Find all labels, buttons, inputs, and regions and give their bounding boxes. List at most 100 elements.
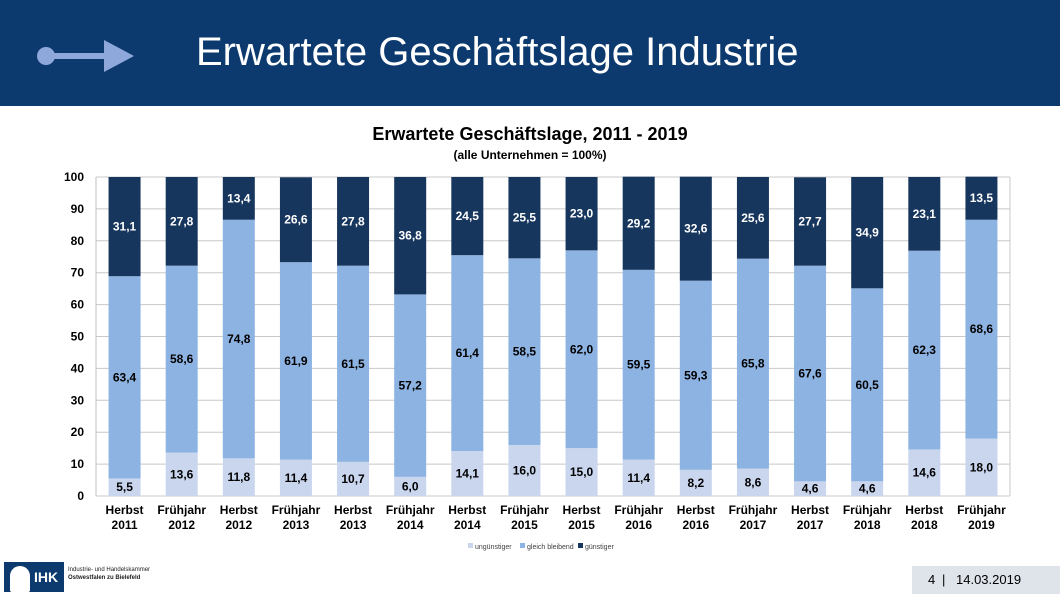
bar-segment-gunstiger (679, 176, 712, 281)
bar-segment-gleich-bleibend (736, 258, 769, 469)
data-label: 24,5 (456, 209, 480, 223)
x-tick-label: Herbst (106, 503, 144, 517)
logo-line-2: Ostwestfalen zu Bielefeld (68, 575, 141, 581)
bar-segment-ungunstiger (394, 476, 427, 496)
x-tick-label: Frühjahr (157, 503, 206, 517)
x-tick-label: Herbst (448, 503, 486, 517)
x-tick-label: 2019 (968, 518, 995, 532)
data-label: 16,0 (513, 463, 537, 477)
data-label: 62,3 (913, 343, 937, 357)
data-label: 11,4 (285, 471, 308, 485)
x-tick-label: Frühjahr (614, 503, 663, 517)
data-label: 13,5 (970, 191, 994, 205)
data-label: 25,6 (741, 211, 765, 225)
bar-segment-ungunstiger (279, 459, 312, 496)
data-label: 36,8 (399, 229, 423, 243)
bar-segment-gunstiger (565, 177, 598, 251)
y-tick-label: 30 (71, 393, 85, 407)
y-tick-label: 90 (71, 202, 85, 216)
x-tick-label: 2015 (568, 518, 595, 532)
bar-segment-ungunstiger (222, 458, 255, 496)
legend-label: gleich bleibend (527, 544, 574, 551)
x-tick-label: 2014 (397, 518, 424, 532)
bar-segment-gunstiger (736, 177, 769, 259)
logo-line-1: Industrie- und Handelskammer (68, 567, 151, 573)
x-tick-label: 2012 (168, 518, 195, 532)
data-label: 57,2 (399, 379, 423, 393)
footer-separator: | (942, 572, 946, 587)
bar-segment-ungunstiger (965, 438, 998, 496)
data-label: 23,1 (913, 207, 937, 221)
page-footer: 4 | 14.03.2019 (912, 566, 1060, 594)
logo-badge: IHK (4, 562, 64, 592)
x-tick-label: 2011 (112, 518, 138, 532)
x-tick-label: 2013 (340, 518, 367, 532)
data-label: 13,4 (227, 191, 251, 205)
data-label: 63,4 (113, 370, 137, 384)
bar-segment-gleich-bleibend (908, 250, 941, 450)
data-label: 61,5 (341, 357, 365, 371)
bar-segment-gunstiger (622, 176, 655, 270)
bar-segment-ungunstiger (851, 481, 884, 496)
ihk-logo: IHK Industrie- und Handelskammer Ostwest… (0, 560, 160, 594)
bar-segment-ungunstiger (794, 481, 827, 496)
bar-segment-gunstiger (279, 177, 312, 263)
slide-header: Erwartete Geschäftslage Industrie (0, 0, 1060, 106)
data-label: 8,6 (745, 475, 762, 489)
bar-segment-gleich-bleibend (279, 262, 312, 460)
data-label: 59,3 (684, 368, 708, 382)
bar-segment-ungunstiger (165, 452, 198, 496)
bar-segment-ungunstiger (508, 444, 541, 496)
bar-segment-gunstiger (965, 176, 998, 220)
y-tick-label: 0 (77, 489, 84, 503)
x-tick-label: Herbst (905, 503, 943, 517)
arrow-right-icon (37, 40, 134, 72)
logo-brand: IHK (34, 569, 59, 585)
y-tick-label: 20 (71, 425, 85, 439)
data-label: 58,6 (170, 352, 194, 366)
x-tick-label: 2018 (854, 518, 881, 532)
x-tick-label: 2017 (797, 518, 824, 532)
data-label: 61,9 (284, 354, 308, 368)
legend-label: günstiger (585, 544, 614, 551)
bar-segment-gleich-bleibend (851, 288, 884, 482)
x-tick-label: 2013 (283, 518, 310, 532)
y-tick-label: 70 (71, 266, 85, 280)
data-label: 27,8 (341, 214, 365, 228)
y-tick-label: 100 (64, 170, 84, 184)
x-tick-label: 2017 (740, 518, 767, 532)
bar-segment-gleich-bleibend (794, 265, 827, 482)
bar-segment-gleich-bleibend (965, 219, 998, 439)
data-label: 32,6 (684, 222, 708, 236)
bar-segment-gleich-bleibend (622, 269, 655, 460)
data-label: 11,4 (627, 471, 650, 485)
data-label: 13,6 (170, 467, 194, 481)
x-tick-label: 2012 (225, 518, 252, 532)
bar-segment-gleich-bleibend (679, 280, 712, 470)
x-tick-label: Herbst (563, 503, 601, 517)
bar-segment-ungunstiger (622, 459, 655, 496)
bar-segment-gunstiger (222, 177, 255, 220)
y-tick-label: 50 (71, 330, 85, 344)
legend-swatch (520, 543, 525, 548)
data-label: 61,4 (456, 346, 480, 360)
data-label: 67,6 (798, 367, 822, 381)
bar-segment-gleich-bleibend (108, 276, 141, 479)
x-tick-label: Herbst (220, 503, 258, 517)
y-tick-label: 40 (71, 361, 85, 375)
chart-subtitle: (alle Unternehmen = 100%) (453, 148, 607, 162)
x-tick-label: Herbst (677, 503, 715, 517)
bar-segment-gleich-bleibend (165, 265, 198, 453)
x-tick-label: Frühjahr (843, 503, 892, 517)
bar-segment-ungunstiger (679, 469, 712, 496)
x-tick-label: 2014 (454, 518, 481, 532)
x-tick-label: 2016 (682, 518, 709, 532)
head-silhouette-icon (10, 566, 30, 592)
x-tick-label: Frühjahr (957, 503, 1006, 517)
bar-segment-gleich-bleibend (394, 294, 427, 477)
bar-segment-gleich-bleibend (508, 258, 541, 445)
bar-segment-gunstiger (451, 177, 484, 256)
bar-segment-gunstiger (794, 177, 827, 266)
bar-segment-gleich-bleibend (451, 255, 484, 452)
bar-segment-ungunstiger (451, 451, 484, 496)
